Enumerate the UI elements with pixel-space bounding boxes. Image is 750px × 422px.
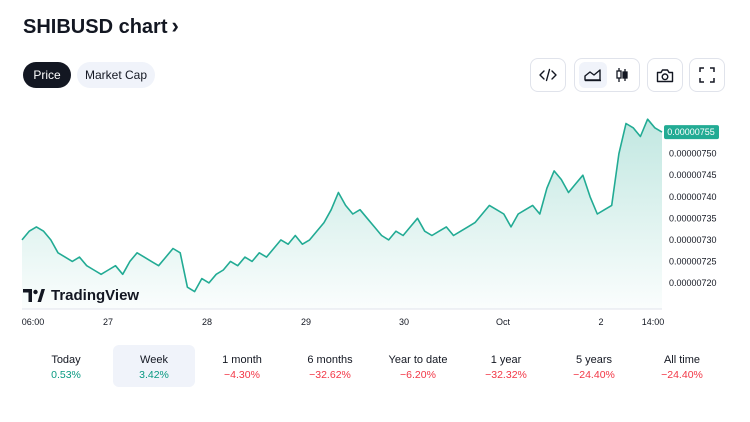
period-change: −4.30%: [224, 369, 260, 381]
period-1-month[interactable]: 1 month −4.30%: [201, 345, 283, 387]
last-price-tag: 0.00000755: [664, 125, 719, 140]
period-week[interactable]: Week 3.42%: [113, 345, 195, 387]
snapshot-button[interactable]: [647, 58, 683, 92]
y-tick-label: 0.00000745: [669, 170, 717, 180]
price-chart[interactable]: 0.00000720 0.00000725 0.00000730 0.00000735…: [0, 95, 750, 335]
chart-style-group: [574, 58, 640, 92]
fullscreen-icon: [699, 67, 715, 83]
period-today[interactable]: Today 0.53%: [25, 345, 107, 387]
period-label: 5 years: [575, 354, 613, 366]
period-change: 3.42%: [139, 369, 169, 381]
price-area-fill: [22, 119, 662, 309]
performance-periods: Today 0.53% Week 3.42% 1 month −4.30% 6 months…: [0, 345, 750, 387]
period-1-year[interactable]: 1 year −32.32%: [465, 345, 547, 387]
tradingview-watermark: TradingView: [23, 287, 139, 304]
period-change: −32.32%: [485, 369, 527, 381]
candlestick-icon: [615, 68, 628, 82]
last-price-label: 0.00000755: [667, 127, 715, 137]
x-tick-label: 14:00: [642, 317, 665, 327]
x-tick-label: 27: [103, 317, 113, 327]
y-tick-label: 0.00000735: [669, 213, 717, 223]
tab-price[interactable]: Price: [23, 62, 71, 88]
x-tick-label: 28: [202, 317, 212, 327]
period-change: 0.53%: [51, 369, 81, 381]
tradingview-watermark-text: TradingView: [51, 287, 140, 304]
y-tick-label: 0.00000720: [669, 278, 717, 288]
embed-button[interactable]: [530, 58, 566, 92]
period-label: Year to date: [388, 354, 448, 366]
period-change: −32.62%: [309, 369, 351, 381]
camera-icon: [656, 68, 674, 82]
tab-price-label: Price: [33, 68, 61, 82]
tab-market-cap[interactable]: Market Cap: [77, 62, 155, 88]
chevron-right-icon: ›: [171, 13, 179, 38]
x-tick-label: 29: [301, 317, 311, 327]
price-line: [21, 118, 663, 293]
period-5-years[interactable]: 5 years −24.40%: [553, 345, 635, 387]
x-tick-label: 30: [399, 317, 409, 327]
x-tick-label: Oct: [496, 317, 511, 327]
y-tick-label: 0.00000750: [669, 149, 717, 159]
code-icon: [539, 68, 557, 82]
period-all-time[interactable]: All time −24.40%: [641, 345, 723, 387]
period-change: −24.40%: [661, 369, 703, 381]
y-tick-label: 0.00000730: [669, 235, 717, 245]
period-change: −6.20%: [400, 369, 436, 381]
x-tick-label: 06:00: [22, 317, 45, 327]
period-label: 6 months: [307, 354, 353, 366]
chart-title-text: SHIBUSD chart: [23, 16, 168, 38]
y-tick-label: 0.00000725: [669, 256, 717, 266]
fullscreen-button[interactable]: [689, 58, 725, 92]
chart-title[interactable]: SHIBUSD chart ›: [23, 13, 179, 39]
x-tick-label: 2: [598, 317, 603, 327]
period-label: 1 month: [222, 354, 262, 366]
period-year-to-date[interactable]: Year to date −6.20%: [377, 345, 459, 387]
tab-market-cap-label: Market Cap: [84, 68, 148, 82]
period-label: Today: [51, 354, 81, 366]
period-label: All time: [663, 354, 701, 366]
area-chart-icon: [583, 69, 601, 82]
period-label: Week: [140, 354, 168, 366]
period-change: −24.40%: [573, 369, 615, 381]
period-6-months[interactable]: 6 months −32.62%: [289, 345, 371, 387]
y-tick-label: 0.00000740: [669, 192, 717, 202]
candlestick-chart-button[interactable]: [608, 62, 636, 88]
area-chart-button[interactable]: [578, 62, 607, 88]
period-label: 1 year: [490, 354, 522, 366]
tradingview-logo-icon: [23, 289, 45, 302]
